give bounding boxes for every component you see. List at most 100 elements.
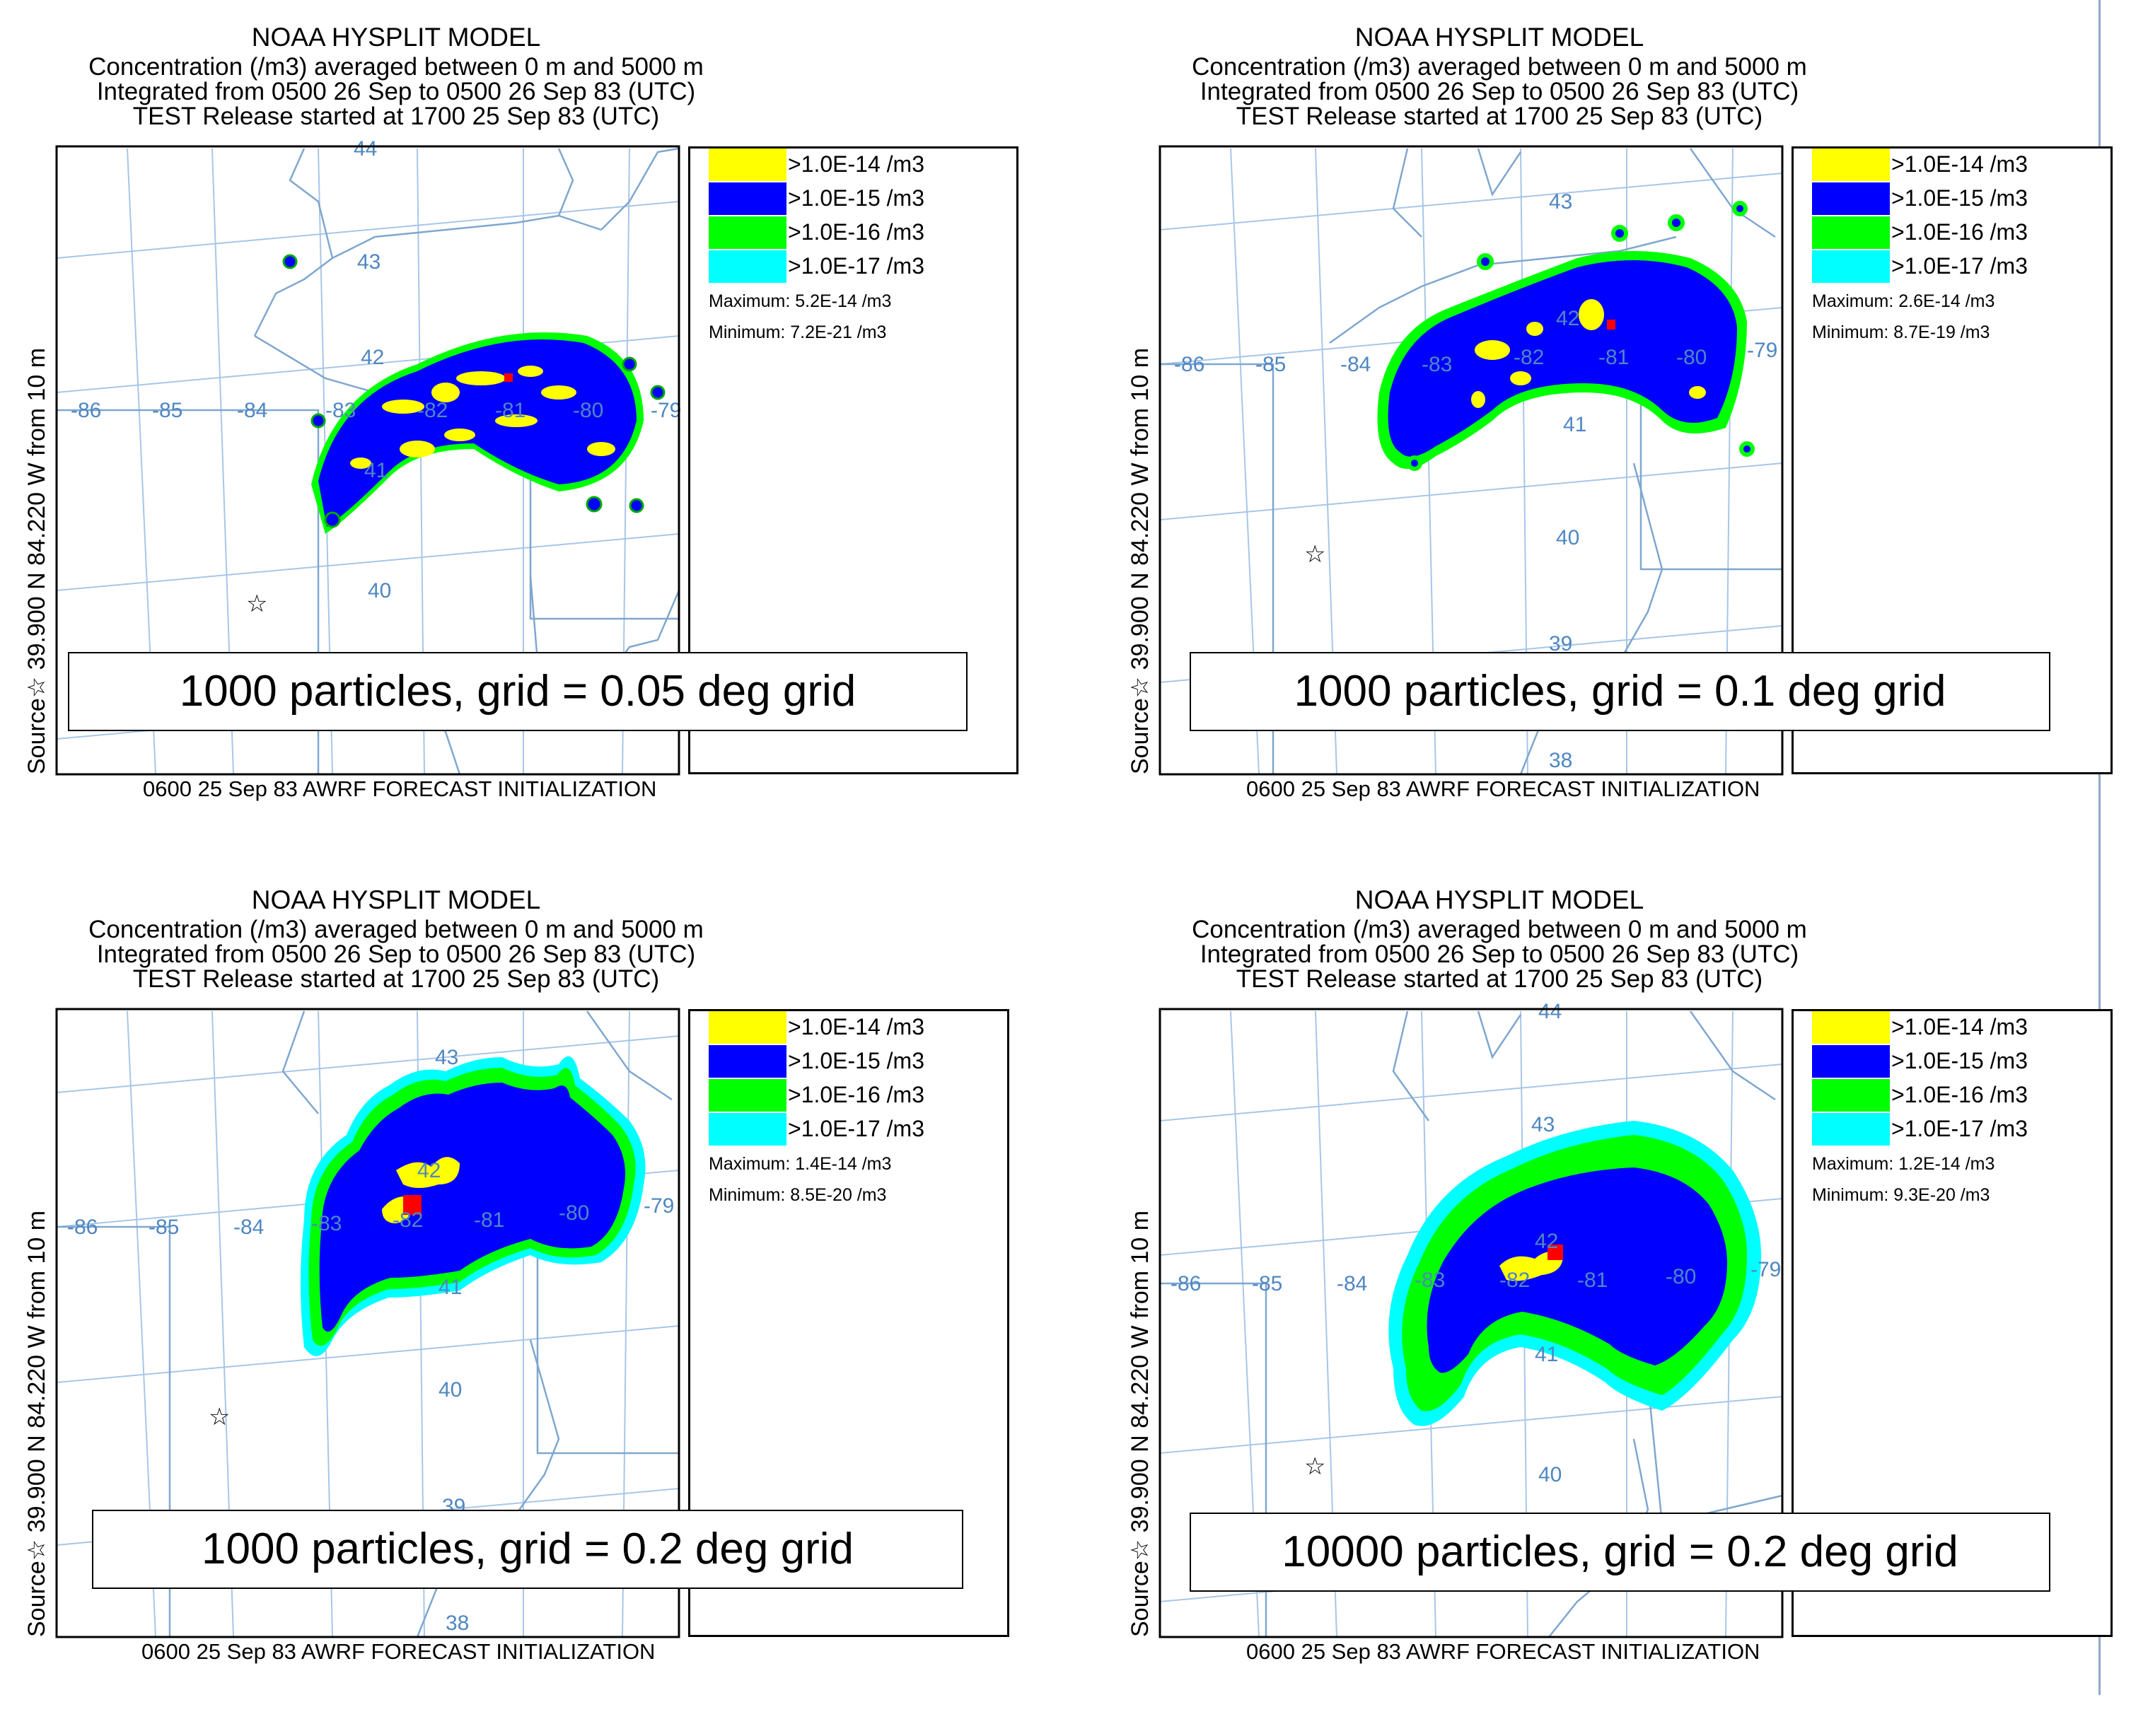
legend-row: >1.0E-16 /m3 [709,216,1006,249]
lon-label: -84 [237,399,267,422]
lat-label: 41 [364,459,388,482]
legend-swatch [709,182,786,215]
legend-swatch [1812,1113,1890,1146]
lat-label: 43 [1531,1113,1555,1136]
lat-label: 42 [361,346,384,369]
source-location-text: Source☆ 39.900 N 84.220 W from 10 m [1127,347,1154,774]
forecast-footer: 0600 25 Sep 83 AWRF FORECAST INITIALIZAT… [1246,776,1760,801]
lon-label: -86 [1174,353,1204,376]
legend-swatch [1812,1045,1890,1078]
lon-label: -79 [1750,1258,1781,1281]
legend-label: >1.0E-17 /m3 [1891,1116,2028,1141]
lon-label: -83 [1415,1269,1445,1292]
release-line: TEST Release started at 1700 25 Sep 83 (… [132,965,660,993]
source-star-icon: ☆ [209,1404,230,1431]
lon-label: -86 [71,399,101,422]
forecast-footer: 0600 25 Sep 83 AWRF FORECAST INITIALIZAT… [143,776,657,801]
legend-row: >1.0E-14 /m3 [1812,1011,2109,1044]
legend-label: >1.0E-15 /m3 [788,1048,924,1073]
concentration-line: Concentration (/m3) averaged between 0 m… [1192,53,1807,81]
legend-row: >1.0E-16 /m3 [1812,216,2109,249]
maximum-value: Maximum: 2.6E-14 /m3 [1812,291,1995,311]
map-frame [1159,145,1784,776]
lon-label: -84 [233,1216,264,1239]
legend-row: >1.0E-17 /m3 [709,1113,1006,1146]
legend-row: >1.0E-14 /m3 [1812,148,2109,181]
lat-label: 44 [1538,1000,1562,1023]
legend-label: >1.0E-14 /m3 [788,1014,924,1039]
hysplit-panel-2: -86 -85 -84 -83 -82 -81 -80 -79 43 42 41… [1123,24,2131,873]
panel-title: NOAA HYSPLIT MODEL [251,885,541,914]
lat-label: 42 [1535,1230,1558,1253]
lon-label: -80 [559,1201,589,1225]
page-right-rule [2098,0,2101,1695]
lon-label: -82 [1499,1269,1530,1292]
run-caption: 1000 particles, grid = 0.05 deg grid [68,652,968,731]
legend-swatch [709,1011,786,1044]
source-star-icon: ☆ [246,590,267,617]
lon-label: -84 [1337,1272,1367,1295]
legend-label: >1.0E-17 /m3 [788,253,924,279]
source-location-text: Source☆ 39.900 N 84.220 W from 10 m [23,1210,50,1637]
lon-label: -82 [1514,346,1544,369]
lon-label: -85 [1255,353,1286,376]
maximum-value: Maximum: 5.2E-14 /m3 [709,291,892,311]
legend-label: >1.0E-14 /m3 [1891,151,2028,177]
run-caption: 1000 particles, grid = 0.1 deg grid [1190,652,2050,731]
concentration-line: Concentration (/m3) averaged between 0 m… [1192,916,1807,943]
legend-row: >1.0E-14 /m3 [709,148,1006,181]
source-side-label: Source☆ 39.900 N 84.220 W from 10 m [1123,25,1166,774]
legend-swatch [709,1045,786,1078]
lat-label: 41 [1563,413,1586,436]
lat-label: 43 [1549,190,1572,214]
legend-row: >1.0E-14 /m3 [709,1011,1006,1044]
hysplit-panel-1: -86 -85 -84 -83 -82 -81 -80 -79 44 43 42… [21,23,1110,873]
integration-line: Integrated from 0500 26 Sep to 0500 26 S… [96,78,696,105]
lon-label: -81 [1577,1269,1608,1292]
legend-label: >1.0E-15 /m3 [1891,185,2028,211]
plume [301,1056,646,1356]
concentration-line: Concentration (/m3) averaged between 0 m… [88,53,704,81]
lat-label: 40 [439,1378,462,1402]
minimum-value: Minimum: 7.2E-21 /m3 [709,322,887,342]
legend-label: >1.0E-17 /m3 [788,1116,924,1141]
legend-swatch [709,216,786,249]
lat-labels: 43 42 41 40 39 38 [417,1046,469,1635]
legend-swatch [1812,1011,1890,1044]
lon-label: -79 [644,1194,674,1218]
legend-row: >1.0E-17 /m3 [1812,1113,2109,1146]
lon-label: -80 [1666,1265,1696,1288]
map-frame [55,145,680,776]
legend-label: >1.0E-14 /m3 [788,151,924,177]
source-location-text: Source☆ 39.900 N 84.220 W from 10 m [1127,1210,1154,1637]
legend-row: >1.0E-17 /m3 [1812,250,2109,283]
lon-label: -85 [1252,1272,1282,1295]
legend-swatch [709,148,786,181]
panel-title: NOAA HYSPLIT MODEL [251,23,541,52]
minimum-value: Minimum: 9.3E-20 /m3 [1812,1185,1990,1205]
plume [1377,201,1755,471]
lon-label: -83 [1422,353,1452,376]
integration-line: Integrated from 0500 26 Sep to 0500 26 S… [1200,78,1799,105]
lat-label: 41 [1535,1343,1558,1366]
source-star-icon: ☆ [1304,541,1325,568]
plume [1388,1121,1761,1426]
lon-label: -82 [393,1208,423,1232]
map-plot-4: -86 -85 -84 -83 -82 -81 -80 -79 44 43 42… [1159,1000,1784,1638]
release-line: TEST Release started at 1700 25 Sep 83 (… [132,103,660,130]
legend-label: >1.0E-16 /m3 [1891,219,2028,245]
legend-label: >1.0E-17 /m3 [1891,253,2028,279]
lat-label: 42 [417,1159,441,1182]
lon-labels: -86 -85 -84 -83 -82 -81 -80 -79 [1171,1258,1781,1295]
lat-label: 42 [1556,307,1579,330]
lat-labels: 43 42 41 40 39 38 [1549,190,1586,772]
map-plot-3: -86 -85 -84 -83 -82 -81 -80 -79 43 42 41… [55,1008,680,1638]
lat-label: 38 [1549,749,1572,772]
legend-swatch [709,1079,786,1112]
source-side-label: Source☆ 39.900 N 84.220 W from 10 m [20,887,62,1637]
release-line: TEST Release started at 1700 25 Sep 83 (… [1236,965,1763,993]
minimum-value: Minimum: 8.5E-20 /m3 [709,1185,887,1205]
lon-label: -85 [152,399,182,422]
lat-label: 39 [1549,632,1572,656]
run-caption: 1000 particles, grid = 0.2 deg grid [92,1510,963,1589]
